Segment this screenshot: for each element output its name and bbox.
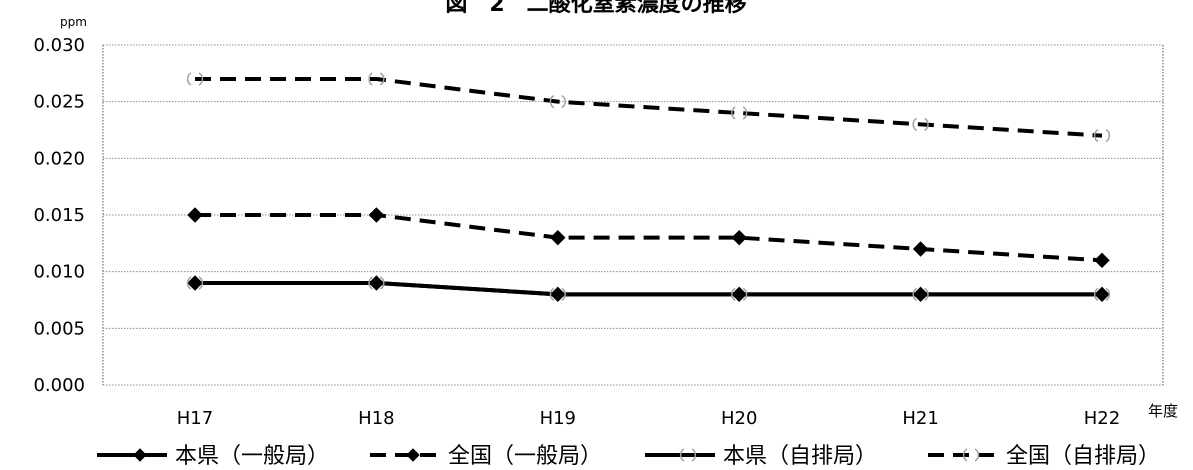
legend-label-1: 全国（一般局） — [448, 444, 602, 469]
y-tick-labels: 0.000 0.005 0.010 0.015 0.020 0.025 0.030 — [33, 35, 85, 396]
series-2-point-0-left-arc — [186, 276, 192, 290]
x-tick-label-3: H20 — [721, 408, 757, 429]
legend-marker-3-left-arc — [962, 448, 968, 462]
series-2-point-4-right-arc — [924, 287, 929, 301]
series-1-point-4 — [912, 241, 929, 257]
series-3-point-2-right-arc — [561, 95, 566, 109]
gridlines — [103, 44, 1163, 386]
series-3-point-4 — [912, 117, 929, 131]
series-3-point-3-left-arc — [731, 106, 736, 120]
y-tick-label-2: 0.010 — [33, 262, 85, 283]
y-tick-label-0: 0.000 — [33, 375, 85, 396]
y-axis-label: ppm — [60, 15, 87, 29]
x-axis-label: 年度 — [1148, 402, 1178, 420]
series-2-point-1-left-arc — [368, 276, 373, 290]
series-3-point-0-left-arc — [186, 72, 192, 86]
series-1 — [187, 207, 1110, 269]
legend-item-3: 全国（自排局） — [928, 444, 1160, 469]
series-1-point-5 — [1094, 252, 1110, 269]
series-3-point-4-left-arc — [912, 117, 918, 131]
y-tick-label-1: 0.005 — [33, 318, 85, 339]
series-2-point-5-right-arc — [1105, 287, 1111, 301]
series-2-point-1 — [368, 276, 385, 290]
series-3-point-5 — [1093, 129, 1111, 143]
legend-marker-2 — [679, 448, 697, 462]
axes — [102, 45, 1164, 385]
series-3-point-2-left-arc — [549, 95, 555, 109]
legend-marker-1 — [406, 448, 420, 462]
series-2 — [186, 276, 1111, 301]
x-tick-label-0: H17 — [177, 408, 213, 429]
chart-title: 図 2 二酸化窒素濃度の推移 — [445, 0, 746, 17]
x-tick-labels: H17 H18 H19 H20 H21 H22 — [177, 408, 1120, 429]
series-3-point-1-left-arc — [368, 72, 373, 86]
legend-item-1: 全国（一般局） — [370, 444, 602, 469]
x-tick-label-5: H22 — [1084, 408, 1120, 429]
series-1-point-2 — [550, 229, 566, 246]
series-3-point-3-right-arc — [742, 106, 748, 120]
series-1-point-0 — [187, 207, 203, 223]
series-3-point-1 — [368, 72, 385, 86]
series-2-point-3-right-arc — [742, 287, 748, 301]
series-1-point-1 — [368, 207, 385, 223]
legend-marker-3-right-arc — [974, 448, 980, 462]
series-3-point-1-right-arc — [379, 72, 385, 86]
series-2-point-2-right-arc — [561, 287, 566, 301]
legend-item-0: 本県（一般局） — [97, 444, 329, 469]
series-2-point-1-right-arc — [379, 276, 385, 290]
legend-item-2: 本県（自排局） — [645, 444, 877, 469]
series-3-point-4-right-arc — [924, 117, 929, 131]
series-3-point-0-right-arc — [198, 72, 204, 86]
series-2-point-4-left-arc — [912, 287, 918, 301]
series-2-point-3-left-arc — [731, 287, 736, 301]
series-2-point-2-left-arc — [549, 287, 555, 301]
series-1-line — [195, 213, 1103, 263]
y-tick-label-6: 0.030 — [33, 35, 85, 56]
y-tick-label-3: 0.015 — [33, 205, 85, 226]
legend-label-0: 本県（一般局） — [175, 444, 329, 469]
series-2-point-0 — [186, 276, 204, 290]
series-2-point-5-left-arc — [1093, 287, 1099, 301]
series-3-line — [195, 77, 1103, 138]
series-3-point-5-left-arc — [1093, 129, 1099, 143]
x-tick-label-1: H18 — [358, 408, 394, 429]
series-3-point-2 — [549, 95, 566, 109]
legend-marker-2-left-arc — [679, 448, 685, 462]
legend-marker-2-right-arc — [691, 448, 697, 462]
series-2-point-5 — [1093, 287, 1111, 301]
series-2-point-2 — [549, 287, 566, 301]
series-group — [186, 72, 1111, 303]
x-tick-label-2: H19 — [540, 408, 576, 429]
series-2-point-3 — [731, 287, 748, 301]
series-0 — [187, 275, 1110, 303]
legend-marker-3 — [962, 448, 980, 462]
series-1-point-3 — [731, 229, 747, 246]
legend-label-2: 本県（自排局） — [723, 444, 877, 469]
legend-label-3: 全国（自排局） — [1006, 444, 1160, 469]
series-2-point-4 — [912, 287, 929, 301]
series-3-point-0 — [186, 72, 204, 86]
series-3 — [186, 72, 1111, 143]
y-tick-label-4: 0.020 — [33, 148, 85, 169]
legend: 本県（一般局） 全国（一般局） 本県（自排局） 全国（自排局） — [97, 444, 1160, 469]
y-tick-label-5: 0.025 — [33, 92, 85, 113]
series-2-point-0-right-arc — [198, 276, 204, 290]
legend-marker-0 — [133, 448, 147, 462]
series-3-point-5-right-arc — [1105, 129, 1111, 143]
series-3-point-3 — [731, 106, 748, 120]
series-2-line — [195, 281, 1102, 297]
x-tick-label-4: H21 — [902, 408, 938, 429]
